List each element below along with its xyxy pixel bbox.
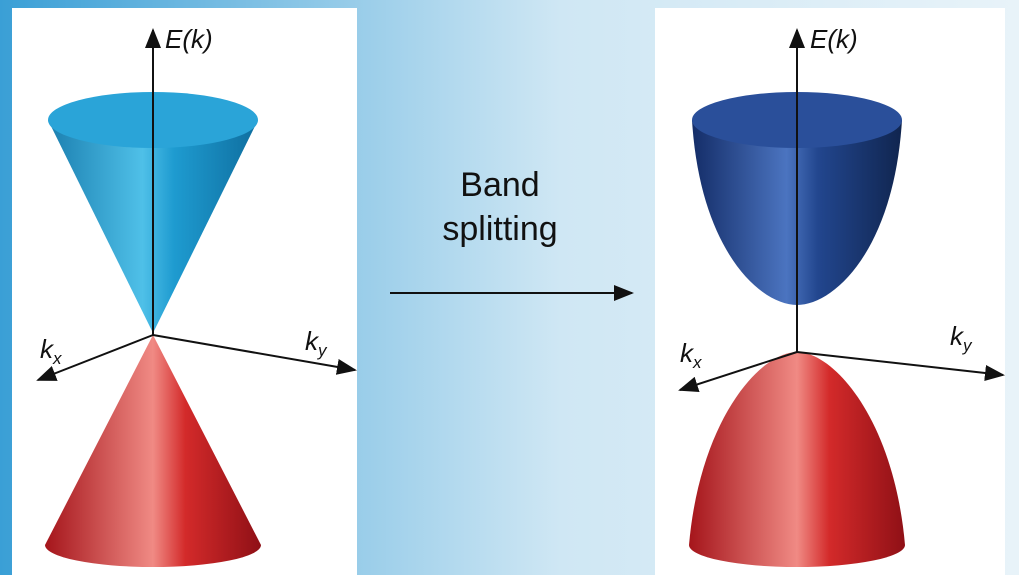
energy-label: E(k) — [810, 24, 858, 54]
right-panel: E(k) kx ky — [655, 8, 1005, 575]
caption-line: splitting — [442, 210, 557, 248]
energy-label: E(k) — [165, 24, 213, 54]
caption-line: Band — [460, 166, 539, 204]
page: E(k) kx ky Band splitting E(k) kx ky (()… — [0, 0, 1019, 575]
diagram: E(k) kx ky Band splitting E(k) kx ky — [0, 0, 1019, 575]
left-panel: E(k) kx ky — [12, 8, 357, 575]
